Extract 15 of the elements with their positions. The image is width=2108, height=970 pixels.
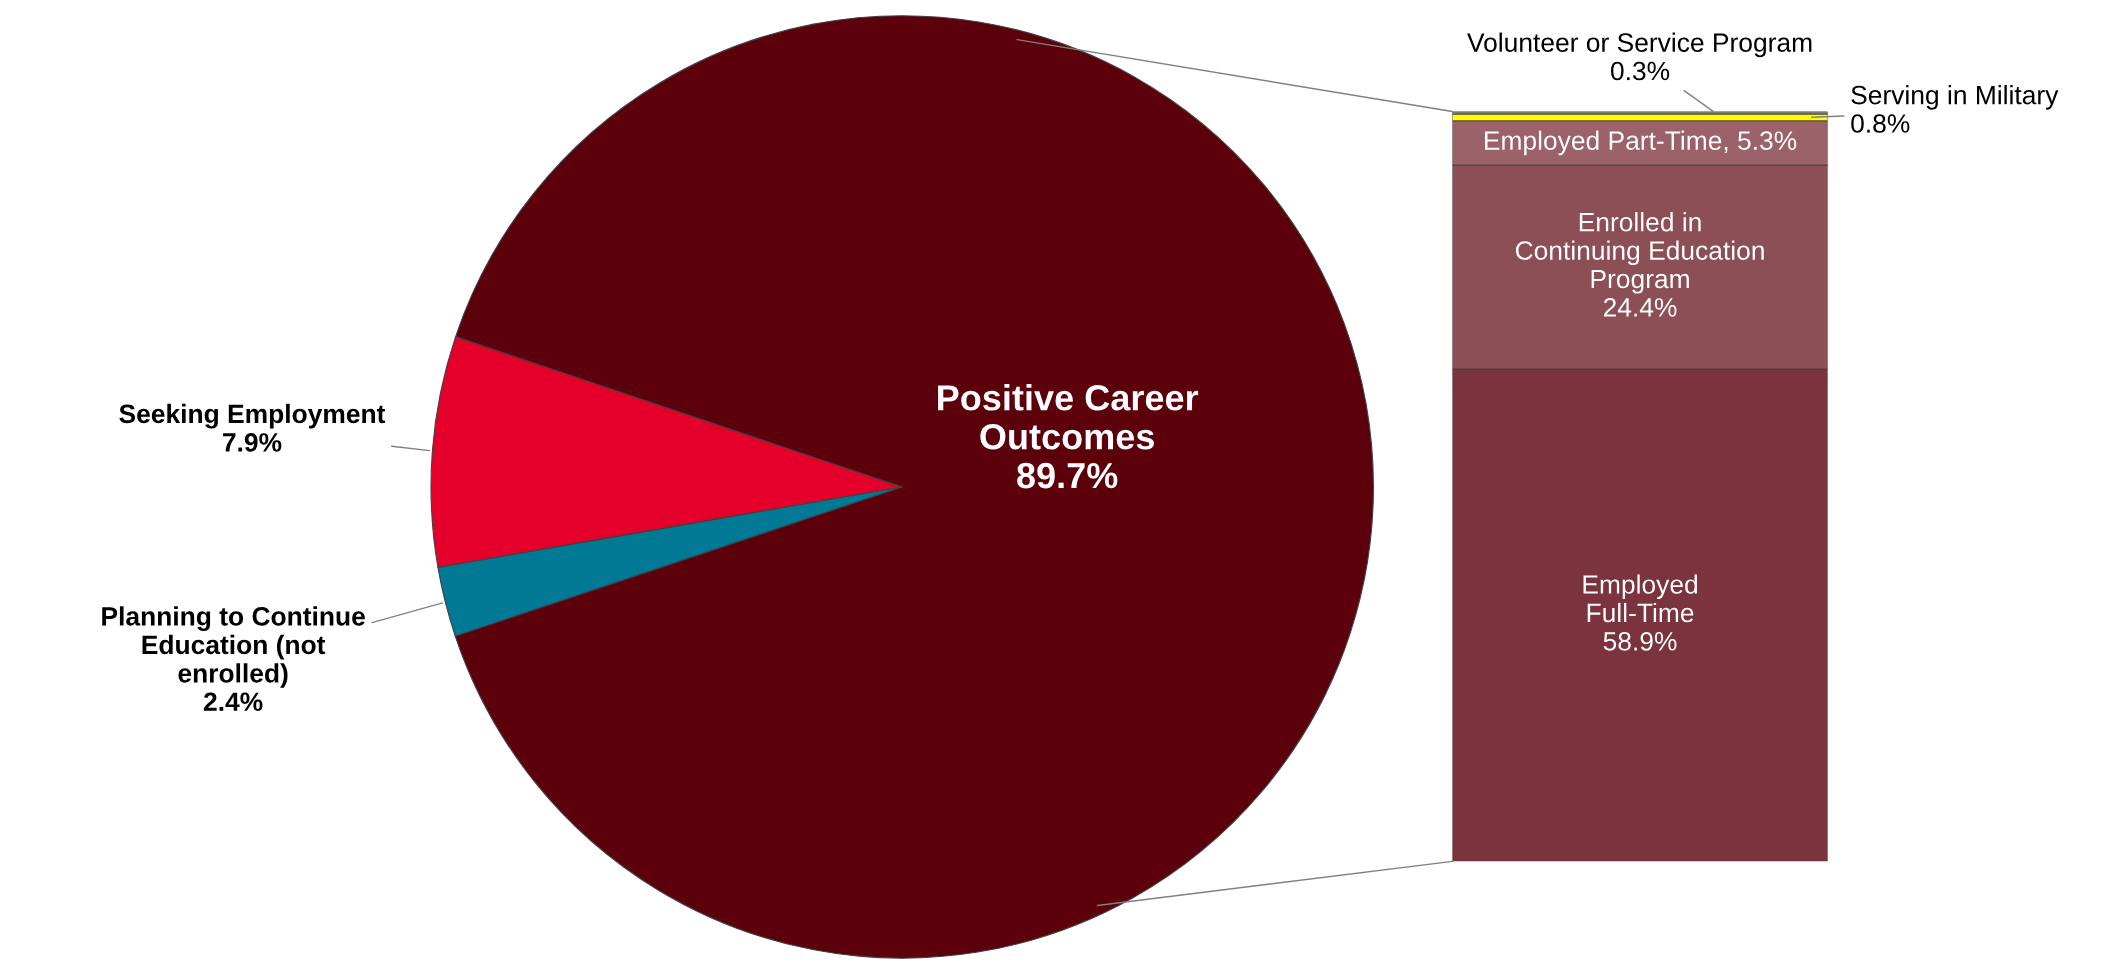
data-label: 89.7% <box>1017 462 1118 489</box>
text: Volunteer or Service Program <box>1467 32 1812 58</box>
series-label: Enrolled in Continuing Education Program <box>1515 212 1764 294</box>
slice-label: Planning to Continue Education (not enrolled) <box>102 606 365 688</box>
data-label: 0.3% <box>1610 61 1670 81</box>
slice-label: Positive Career Outcomes <box>938 384 1199 450</box>
data-label: 2.4% <box>203 692 263 712</box>
data-label: 24.4% <box>1603 298 1677 317</box>
data-label: 58.9% <box>1603 632 1677 651</box>
data-label: 7.9% <box>223 433 282 452</box>
data-label: 0.8% <box>1851 114 1910 133</box>
series-label: Employed Full-Time <box>1583 574 1697 623</box>
series-label: Serving in Military <box>1851 85 2059 110</box>
text: Employed Part-Time, 5.3% <box>1485 130 1797 156</box>
slice-label: Seeking Employment <box>119 403 386 429</box>
